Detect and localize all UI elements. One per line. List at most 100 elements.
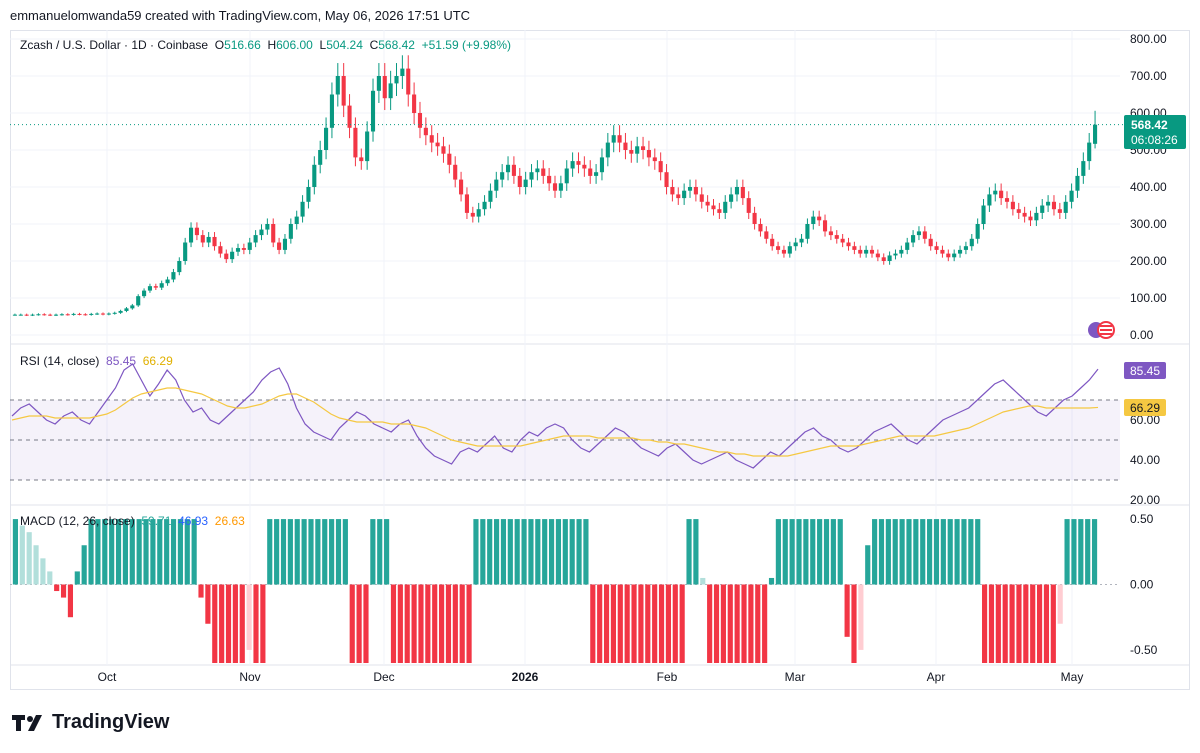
candle-body bbox=[740, 187, 745, 199]
candle-body bbox=[1040, 205, 1045, 213]
candle-body bbox=[541, 168, 546, 176]
rsi-tag-value: 85.45 bbox=[1130, 364, 1160, 378]
candle-body bbox=[417, 113, 423, 128]
macd-histogram-bar bbox=[927, 519, 933, 585]
macd-histogram-bar bbox=[191, 519, 197, 585]
price-legend: Zcash / U.S. Dollar · 1D · Coinbase O516… bbox=[20, 38, 511, 52]
macd-histogram-bar bbox=[590, 584, 596, 663]
candle-body bbox=[617, 135, 622, 143]
candle-body bbox=[353, 127, 358, 158]
macd-histogram-bar bbox=[707, 584, 713, 663]
macd-histogram-bar bbox=[342, 519, 348, 585]
macd-histogram-bar bbox=[432, 584, 438, 663]
candle-body bbox=[693, 187, 698, 195]
macd-histogram-bar bbox=[858, 584, 864, 650]
macd-histogram-bar bbox=[1064, 519, 1070, 585]
candle-body bbox=[664, 172, 669, 187]
macd-histogram-bar bbox=[872, 519, 878, 585]
macd-histogram-bar bbox=[617, 584, 623, 663]
tradingview-brand[interactable]: TradingView bbox=[12, 711, 169, 734]
candle-body bbox=[206, 236, 211, 243]
rsi-ma-line bbox=[11, 387, 1099, 457]
macd-histogram-bar bbox=[122, 519, 128, 585]
chart-frame[interactable] bbox=[10, 30, 1190, 690]
candle-body bbox=[764, 231, 769, 239]
candle-body bbox=[840, 238, 845, 243]
macd-histogram-bar bbox=[418, 584, 424, 663]
rsi-line bbox=[11, 363, 1099, 469]
macd-histogram-bar bbox=[913, 519, 919, 585]
price-tag bbox=[1124, 115, 1186, 149]
candle-body bbox=[570, 161, 575, 169]
macd-histogram-bar bbox=[624, 584, 630, 663]
candle-body bbox=[852, 246, 857, 250]
candle-body bbox=[887, 255, 892, 261]
candle-body bbox=[482, 201, 487, 210]
candle-body bbox=[517, 175, 522, 187]
macd-histogram-bar bbox=[789, 519, 795, 585]
candle-body bbox=[30, 314, 35, 316]
candle-body bbox=[629, 150, 634, 154]
macd-histogram-bar bbox=[60, 584, 67, 598]
candle-body bbox=[928, 238, 933, 247]
x-tick-label: Mar bbox=[785, 670, 806, 684]
macd-histogram-bar bbox=[583, 519, 589, 585]
macd-histogram-bar bbox=[205, 584, 211, 624]
symbol-title[interactable]: Zcash / U.S. Dollar · 1D · Coinbase bbox=[20, 38, 209, 52]
candle-body bbox=[834, 235, 839, 239]
macd-histogram-bar bbox=[1009, 584, 1015, 663]
price-axis-label: 0.00 bbox=[1130, 328, 1154, 342]
macd-histogram-bar bbox=[1085, 519, 1091, 585]
candle-body bbox=[864, 249, 869, 254]
macd-histogram-bar bbox=[1071, 519, 1077, 585]
candle-body bbox=[464, 194, 470, 213]
candle-body bbox=[875, 253, 880, 258]
macd-histogram-bar bbox=[569, 519, 575, 585]
rsi-tag bbox=[1124, 362, 1166, 379]
candle-body bbox=[811, 216, 816, 224]
macd-histogram-bar bbox=[487, 519, 493, 585]
candle-body bbox=[752, 212, 757, 224]
macd-histogram-bar bbox=[1043, 584, 1050, 663]
candle-body bbox=[165, 279, 170, 284]
candle-body bbox=[447, 153, 452, 165]
x-tick-label: 2026 bbox=[512, 670, 539, 684]
low-label: L bbox=[319, 38, 327, 52]
macd-histogram-bar bbox=[459, 584, 465, 663]
macd-histogram-bar bbox=[287, 519, 293, 585]
macd-histogram-bar bbox=[810, 519, 816, 585]
price-axis-label: 300.00 bbox=[1130, 217, 1167, 231]
x-tick-label: Oct bbox=[98, 670, 117, 684]
flag-icon[interactable] bbox=[1088, 321, 1115, 339]
macd-histogram-bar bbox=[88, 519, 94, 585]
candle-body bbox=[183, 242, 188, 261]
candle-body bbox=[547, 175, 552, 184]
candle-body bbox=[717, 209, 722, 213]
rsi-title[interactable]: RSI (14, close) bbox=[20, 354, 100, 368]
candle-body bbox=[71, 313, 76, 315]
candle-body bbox=[224, 253, 229, 260]
candle-body bbox=[858, 249, 863, 254]
macd-histogram-bar bbox=[982, 584, 988, 663]
rsi-ma-tag bbox=[1124, 399, 1166, 416]
rsi-ma-tag-value: 66.29 bbox=[1130, 401, 1160, 415]
macd-histogram-bar bbox=[796, 519, 802, 585]
high-label: H bbox=[267, 38, 277, 52]
candle-body bbox=[1022, 212, 1027, 217]
macd-histogram-bar bbox=[823, 519, 830, 585]
macd-histogram-bar bbox=[562, 519, 568, 585]
macd-legend: MACD (12, 26, close) 59.71 46.93 26.63 bbox=[20, 514, 245, 528]
candle-body bbox=[535, 168, 540, 173]
rsi-ma-value: 66.29 bbox=[142, 354, 173, 368]
candle-body bbox=[729, 194, 734, 202]
candle-body bbox=[230, 251, 235, 260]
macd-histogram-bar bbox=[349, 584, 355, 663]
macd-title[interactable]: MACD (12, 26, close) bbox=[20, 514, 135, 528]
candle-body bbox=[341, 76, 346, 106]
value-tags: 568.42 06:08:26 85.45 66.29 bbox=[1124, 115, 1186, 416]
macd-histogram-bar bbox=[54, 584, 60, 592]
rsi-axis-label: 40.00 bbox=[1130, 453, 1160, 467]
macd-histogram-bar bbox=[439, 584, 445, 663]
macd-histogram-bar bbox=[734, 584, 740, 663]
